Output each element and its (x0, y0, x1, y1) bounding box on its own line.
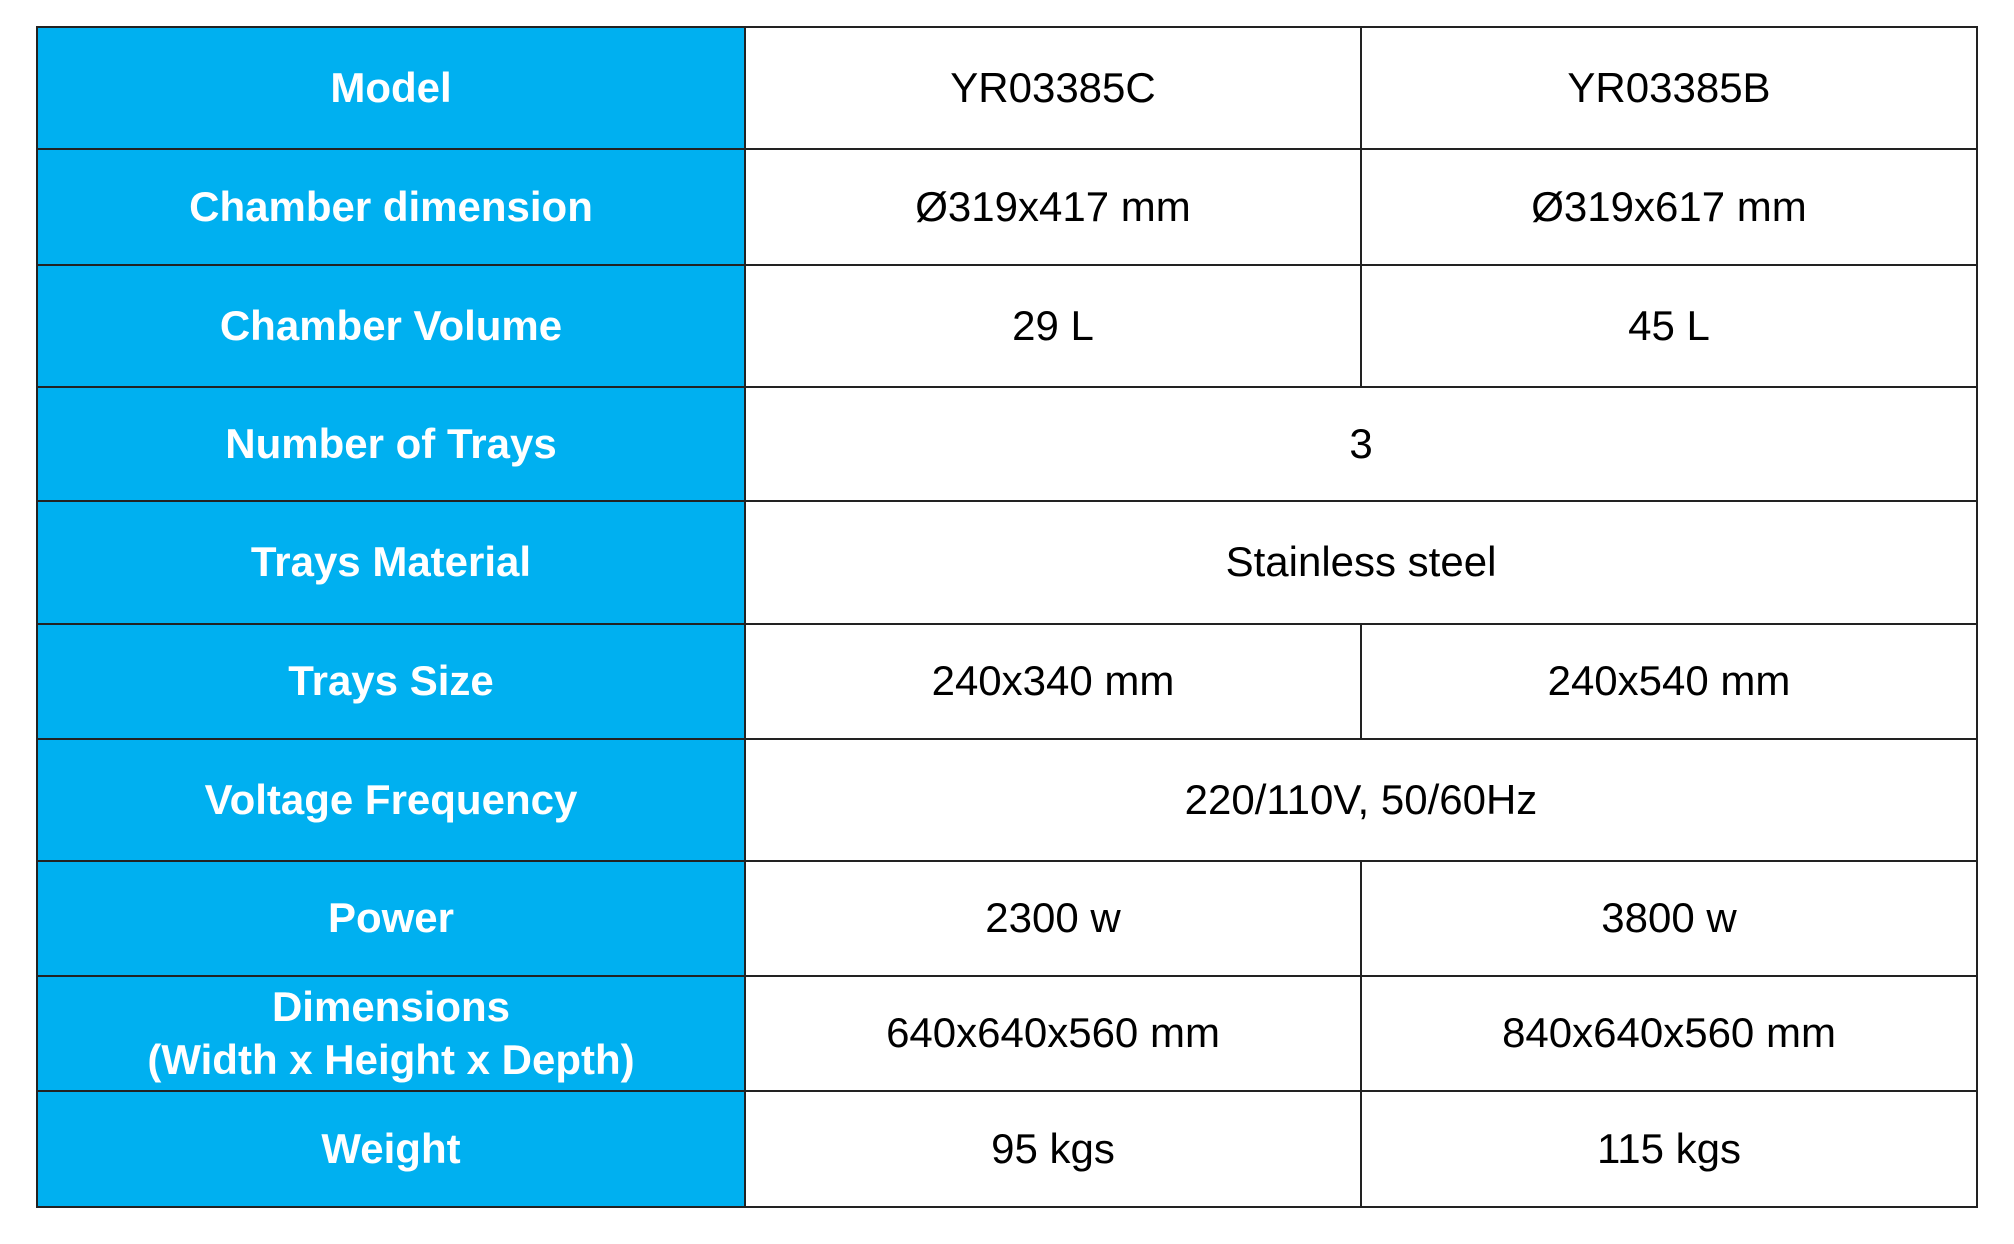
cell-value: Ø319x617 mm (1360, 148, 1978, 266)
cell-value: 29 L (744, 264, 1362, 388)
cell-value: 240x340 mm (744, 623, 1362, 740)
table-row: Trays Material Stainless steel (36, 500, 1978, 625)
cell-value: 220/110V, 50/60Hz (744, 738, 1978, 862)
table-row: Chamber dimension Ø319x417 mm Ø319x617 mm (36, 148, 1978, 266)
table-row: Power 2300 w 3800 w (36, 860, 1978, 977)
cell-value: 45 L (1360, 264, 1978, 388)
row-label: Dimensions (Width x Height x Depth) (36, 975, 746, 1092)
cell-value: 840x640x560 mm (1360, 975, 1978, 1092)
cell-value: Stainless steel (744, 500, 1978, 625)
table-body: Model YR03385C YR03385B Chamber dimension Ø3… (36, 26, 1978, 1208)
cell-value: YR03385C (744, 26, 1362, 150)
row-label: Chamber Volume (36, 264, 746, 388)
table-row: Trays Size 240x340 mm 240x540 mm (36, 623, 1978, 740)
table-row: Weight 95 kgs 115 kgs (36, 1090, 1978, 1208)
table-row: Dimensions (Width x Height x Depth) 640x6… (36, 975, 1978, 1092)
cell-value: Ø319x417 mm (744, 148, 1362, 266)
cell-value: 3800 w (1360, 860, 1978, 977)
row-label: Number of Trays (36, 386, 746, 502)
table-row: Model YR03385C YR03385B (36, 26, 1978, 150)
row-label: Trays Material (36, 500, 746, 625)
cell-value: YR03385B (1360, 26, 1978, 150)
row-label: Chamber dimension (36, 148, 746, 266)
row-label: Model (36, 26, 746, 150)
row-label: Weight (36, 1090, 746, 1208)
table-row: Number of Trays 3 (36, 386, 1978, 502)
cell-value: 640x640x560 mm (744, 975, 1362, 1092)
row-label: Power (36, 860, 746, 977)
cell-value: 3 (744, 386, 1978, 502)
table-row: Voltage Frequency 220/110V, 50/60Hz (36, 738, 1978, 862)
cell-value: 240x540 mm (1360, 623, 1978, 740)
cell-value: 115 kgs (1360, 1090, 1978, 1208)
cell-value: 2300 w (744, 860, 1362, 977)
cell-value: 95 kgs (744, 1090, 1362, 1208)
table-row: Chamber Volume 29 L 45 L (36, 264, 1978, 388)
row-label: Trays Size (36, 623, 746, 740)
spec-table: Model YR03385C YR03385B Chamber dimension Ø3… (36, 26, 1978, 1208)
row-label: Voltage Frequency (36, 738, 746, 862)
